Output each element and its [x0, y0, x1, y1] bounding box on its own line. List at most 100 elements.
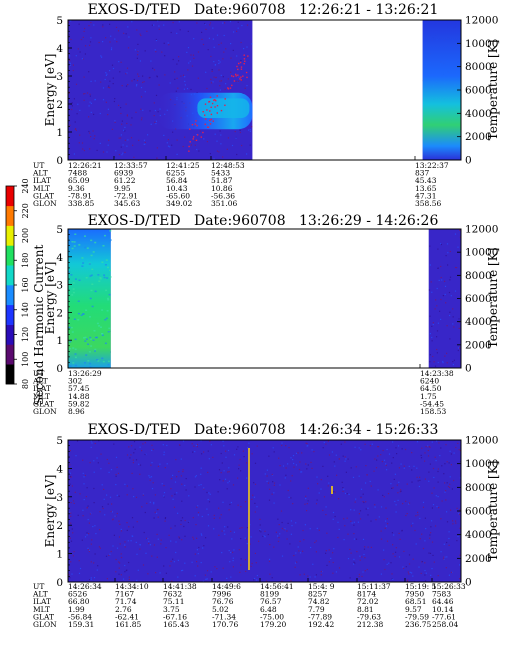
- spectrogram-pixel: [142, 81, 144, 83]
- spectrogram-pixel: [323, 441, 325, 444]
- spectrogram-pixel: [82, 58, 84, 60]
- spectrogram-pixel: [383, 459, 386, 461]
- spectrogram-pixel: [89, 362, 92, 365]
- spectrogram-pixel: [140, 119, 143, 121]
- spectrogram-pixel: [403, 467, 405, 469]
- spectrogram-pixel: [233, 80, 236, 82]
- spectrogram-pixel: [116, 466, 118, 468]
- spectrogram-pixel: [89, 275, 92, 277]
- spectrogram-pixel: [109, 41, 111, 43]
- spectrogram-pixel: [172, 22, 174, 24]
- spectrogram-pixel: [240, 564, 242, 566]
- spectrogram-pixel: [433, 361, 435, 363]
- spectrogram-pixel: [69, 577, 71, 579]
- spectrogram-pixel: [112, 77, 114, 79]
- spectrogram-pixel: [203, 138, 205, 140]
- spectrogram-pixel: [84, 246, 87, 249]
- ephemeris-value: 65.09: [68, 176, 90, 185]
- spectrogram-pixel: [95, 533, 97, 535]
- spectrogram-pixel: [173, 561, 175, 563]
- spectrogram-pixel: [107, 108, 109, 110]
- spectrogram-pixel: [134, 448, 136, 450]
- spectrogram-pixel: [327, 485, 329, 487]
- ephemeris-row-label: ILAT: [33, 384, 51, 393]
- spectrogram-pixel: [205, 578, 207, 580]
- spectrogram-pixel: [124, 544, 126, 546]
- spectrogram-pixel: [457, 347, 460, 349]
- spectrogram-pixel: [132, 144, 134, 146]
- spectrogram-pixel: [128, 578, 130, 580]
- spectrogram-pixel: [419, 476, 421, 478]
- panel-2-ylabel: Energy [eV]: [43, 262, 57, 335]
- spectrogram-pixel: [115, 474, 117, 476]
- spectrogram-pixel: [228, 471, 230, 473]
- spectrogram-pixel: [98, 280, 101, 282]
- colorbar-swatch: [6, 285, 14, 306]
- spectrogram-pixel: [449, 311, 451, 313]
- spectrogram-pixel: [192, 451, 194, 453]
- spectrogram-pixel: [288, 496, 290, 498]
- spectrogram-pixel: [206, 141, 208, 143]
- spectrogram-pixel: [417, 514, 419, 516]
- spectrogram-pixel: [143, 139, 146, 141]
- spectrogram-pixel: [449, 486, 451, 489]
- spectrogram-pixel: [444, 556, 446, 558]
- spectrogram-pixel: [177, 576, 179, 578]
- y-tick-label: 5: [56, 224, 63, 236]
- spectrogram-pixel: [126, 145, 128, 147]
- spectrogram-pixel: [266, 475, 268, 477]
- spectrogram-pixel: [268, 455, 270, 457]
- spectrogram-pixel: [354, 446, 356, 448]
- spectrogram-pixel: [437, 470, 439, 473]
- spectrogram-pixel: [83, 476, 85, 478]
- spectrogram-pixel: [457, 349, 459, 352]
- spectrogram-pixel: [412, 575, 414, 577]
- spectrogram-pixel: [104, 264, 107, 266]
- spectrogram-pixel: [218, 44, 220, 46]
- spectrogram-pixel: [144, 141, 146, 144]
- spectrogram-pixel: [416, 441, 419, 443]
- spectrogram-pixel: [70, 476, 72, 478]
- spectrogram-pixel: [99, 547, 101, 549]
- spectrogram-pixel: [124, 546, 126, 548]
- spectrogram-pixel: [251, 562, 253, 565]
- spectrogram-pixel: [157, 538, 159, 540]
- spectrogram-pixel: [191, 124, 194, 126]
- spectrogram-pixel: [244, 87, 246, 89]
- spectrogram-pixel: [213, 99, 215, 101]
- spectrogram-pixel: [417, 480, 419, 482]
- spectrogram-pixel: [68, 573, 70, 576]
- spectrogram-pixel: [239, 527, 241, 529]
- spectrogram-pixel: [172, 131, 174, 133]
- spectrogram-pixel: [422, 501, 425, 503]
- spectrogram-pixel: [113, 534, 115, 536]
- spectrogram-pixel: [180, 520, 182, 522]
- y2-tick-label: 0: [465, 577, 472, 589]
- spectrogram-pixel: [103, 488, 105, 490]
- spectrogram-pixel: [239, 61, 242, 64]
- spectrogram-pixel: [240, 470, 242, 472]
- spectrogram-pixel: [214, 64, 217, 66]
- spectrogram-pixel: [416, 467, 418, 469]
- spectrogram-pixel: [156, 512, 158, 514]
- spectrogram-pixel: [239, 78, 241, 80]
- spectrogram-pixel: [365, 482, 367, 484]
- spectrogram-pixel: [197, 505, 199, 507]
- spectrogram-pixel: [403, 465, 405, 467]
- spectrogram-pixel: [392, 487, 394, 489]
- ephemeris-value: -79.63: [357, 612, 381, 621]
- spectrogram-pixel: [285, 474, 287, 476]
- spectrogram-pixel: [457, 246, 459, 248]
- spectrogram-pixel: [434, 365, 437, 367]
- spectrogram-pixel: [170, 478, 173, 480]
- spectrogram-pixel: [253, 579, 255, 581]
- spectrogram-pixel: [68, 21, 70, 23]
- spectrogram-pixel: [109, 269, 111, 272]
- spectrogram-pixel: [85, 354, 88, 356]
- spectrogram-pixel: [231, 144, 234, 147]
- spectrogram-pixel: [305, 442, 307, 444]
- ephemeris-value: 5.02: [212, 605, 229, 614]
- spectrogram-pixel: [164, 74, 166, 76]
- spectrogram-pixel: [273, 451, 275, 453]
